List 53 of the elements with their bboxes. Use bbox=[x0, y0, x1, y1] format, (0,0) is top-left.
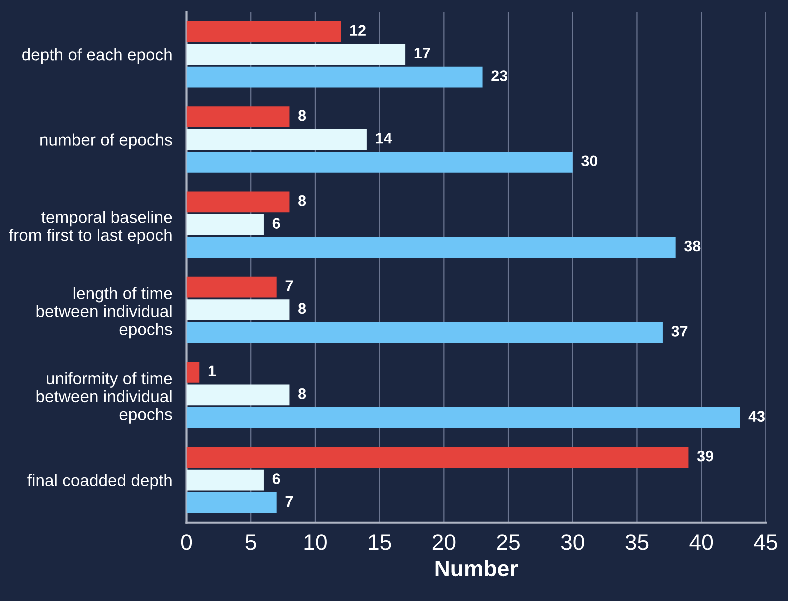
bar bbox=[186, 470, 264, 491]
data-label: 8 bbox=[298, 110, 306, 122]
data-label: 8 bbox=[298, 303, 306, 314]
data-label: 38 bbox=[684, 240, 701, 252]
bar bbox=[186, 276, 277, 298]
data-label: 12 bbox=[350, 25, 366, 36]
bar bbox=[186, 44, 406, 66]
x-tick-label: 15 bbox=[369, 534, 392, 550]
data-label: 37 bbox=[672, 326, 688, 337]
bar bbox=[186, 192, 290, 213]
bar bbox=[186, 214, 264, 236]
bar bbox=[186, 492, 277, 514]
y-tick-label: temporal baseline from first to last epoch bbox=[9, 211, 172, 245]
x-tick-label: 25 bbox=[497, 534, 520, 550]
bar bbox=[186, 407, 740, 428]
y-tick-label: final coadded depth bbox=[28, 474, 172, 490]
x-tick-label: 30 bbox=[561, 534, 584, 550]
bar bbox=[186, 362, 200, 383]
bar bbox=[186, 322, 663, 344]
bar bbox=[186, 447, 689, 468]
data-label: 39 bbox=[697, 450, 714, 462]
data-label: 14 bbox=[376, 133, 392, 144]
x-axis-title: Number bbox=[436, 560, 518, 577]
x-tick-label: 45 bbox=[754, 534, 778, 550]
y-tick-label: depth of each epoch bbox=[22, 48, 172, 64]
data-label: 8 bbox=[298, 195, 306, 206]
data-label: 7 bbox=[286, 496, 294, 507]
x-tick-label: 5 bbox=[246, 534, 256, 550]
x-tick-label: 40 bbox=[690, 534, 714, 550]
bar bbox=[186, 300, 290, 320]
data-label: 1 bbox=[208, 366, 216, 376]
bar bbox=[186, 21, 342, 42]
y-tick-label: length of time between individual epochs bbox=[36, 287, 172, 339]
data-label: 8 bbox=[298, 388, 306, 400]
bar bbox=[186, 237, 676, 258]
bar bbox=[186, 66, 483, 88]
bar bbox=[186, 129, 367, 150]
bar bbox=[186, 384, 290, 406]
x-tick-label: 20 bbox=[432, 534, 456, 550]
y-tick-label: number of epochs bbox=[40, 134, 172, 150]
data-label: 30 bbox=[582, 156, 598, 167]
data-label: 23 bbox=[492, 70, 508, 82]
data-label: 6 bbox=[272, 474, 280, 484]
bar bbox=[186, 152, 573, 173]
data-label: 43 bbox=[748, 411, 765, 422]
data-label: 7 bbox=[286, 280, 294, 292]
data-label: 17 bbox=[414, 48, 430, 59]
x-tick-label: 35 bbox=[626, 534, 649, 550]
y-tick-label: uniformity of time between individual epochs bbox=[36, 372, 172, 424]
bar bbox=[186, 106, 290, 128]
data-label: 6 bbox=[272, 218, 280, 229]
x-tick-label: 0 bbox=[181, 534, 192, 550]
x-tick-label: 10 bbox=[304, 534, 327, 550]
